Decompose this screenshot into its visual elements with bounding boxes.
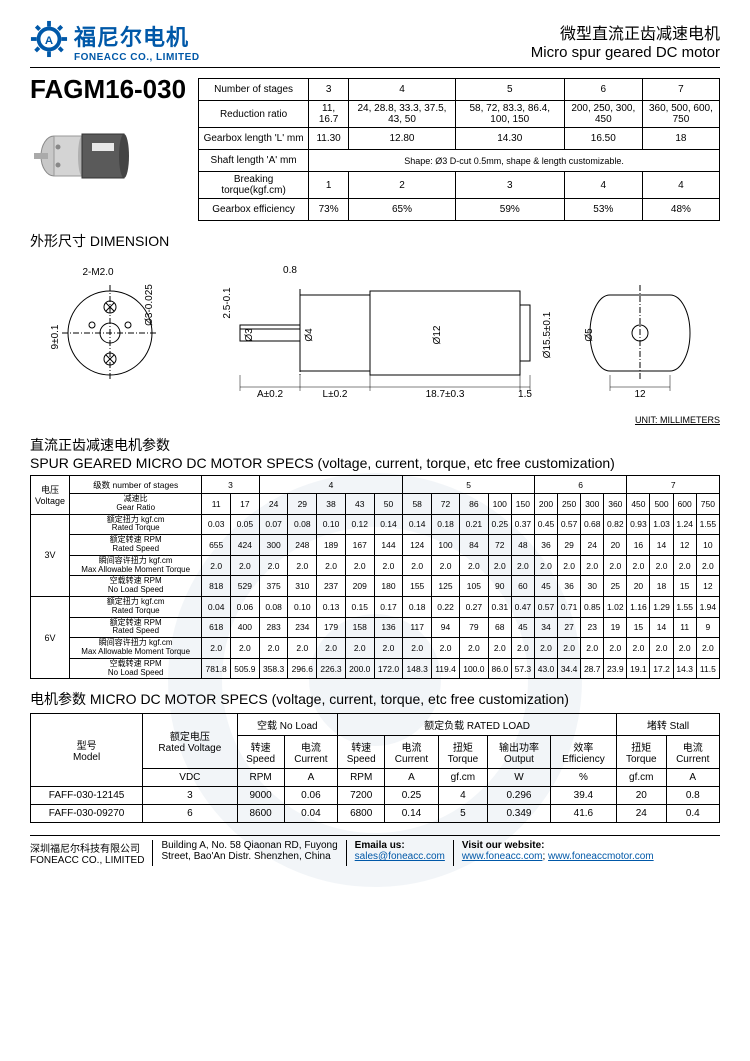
footer-company-en: FONEACC CO., LIMITED — [30, 855, 144, 866]
svg-text:18.7±0.3: 18.7±0.3 — [426, 389, 465, 400]
logo: A 福尼尔电机 FONEACC CO., LIMITED — [30, 20, 200, 63]
svg-text:A: A — [45, 35, 53, 47]
footer-address1: Building A, No. 58 Qiaonan RD, Fuyong — [161, 840, 337, 851]
footer-web-label: Visit our website: — [462, 840, 654, 851]
svg-text:Ø5: Ø5 — [584, 328, 595, 342]
header-title-cn: 微型直流正齿减速电机 — [531, 20, 720, 44]
footer-email-link[interactable]: sales@foneacc.com — [355, 851, 445, 862]
footer-email-label: Emaila us: — [355, 840, 445, 851]
dimension-drawing: 2-M2.0 9±0.1 Ø3-0.025 0.8 2.5-0.1 Ø4 Ø3 … — [30, 255, 720, 415]
svg-text:2-M2.0: 2-M2.0 — [82, 267, 114, 278]
geared-specs-table: 电压Voltage级数 number of stages34567减速比Gear… — [30, 475, 720, 679]
svg-text:Ø3: Ø3 — [244, 328, 255, 342]
motor-image — [30, 111, 160, 201]
svg-text:2.5-0.1: 2.5-0.1 — [222, 287, 233, 319]
svg-text:12: 12 — [634, 389, 646, 400]
dimension-title: 外形尺寸 DIMENSION — [30, 231, 720, 251]
svg-text:Ø15.5±0.1: Ø15.5±0.1 — [542, 311, 553, 358]
unit-note: UNIT: MILLIMETERS — [30, 415, 720, 425]
svg-text:Ø3-0.025: Ø3-0.025 — [144, 284, 155, 326]
company-name-cn: 福尼尔电机 — [74, 20, 200, 52]
motor-specs-title: 电机参数 MICRO DC MOTOR SPECS (voltage, curr… — [30, 689, 720, 709]
motor-specs-table: 型号Model额定电压Rated Voltage空载 No Load额定负载 R… — [30, 713, 720, 823]
svg-text:Ø12: Ø12 — [432, 325, 443, 344]
svg-text:L±0.2: L±0.2 — [323, 389, 348, 400]
model-code: FAGM16-030 — [30, 74, 186, 105]
stages-table: Number of stages34567Reduction ratio11, … — [198, 78, 720, 221]
footer-web1-link[interactable]: www.foneacc.com — [462, 851, 543, 862]
footer-company-cn: 深圳福尼尔科技有限公司 — [30, 840, 144, 855]
footer-web2-link[interactable]: www.foneaccmotor.com — [548, 851, 654, 862]
footer: 深圳福尼尔科技有限公司 FONEACC CO., LIMITED Buildin… — [30, 835, 720, 866]
svg-text:A±0.2: A±0.2 — [257, 389, 283, 400]
header-title-en: Micro spur geared DC motor — [531, 44, 720, 61]
svg-text:0.8: 0.8 — [283, 265, 297, 276]
geared-specs-title: 直流正齿减速电机参数 SPUR GEARED MICRO DC MOTOR SP… — [30, 435, 720, 471]
header: A 福尼尔电机 FONEACC CO., LIMITED 微型直流正齿减速电机 … — [30, 20, 720, 68]
svg-text:9±0.1: 9±0.1 — [50, 324, 61, 349]
footer-address2: Street, Bao'An Distr. Shenzhen, China — [161, 851, 337, 862]
svg-text:Ø4: Ø4 — [304, 328, 315, 342]
gear-logo-icon: A — [30, 20, 68, 63]
company-name-en: FONEACC CO., LIMITED — [74, 52, 200, 63]
